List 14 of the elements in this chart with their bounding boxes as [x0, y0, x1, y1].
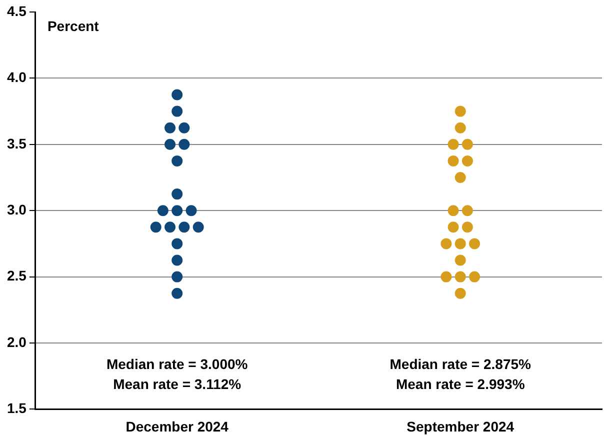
y-tick-label: 2.5: [6, 268, 27, 284]
y-tick-label: 4.5: [6, 2, 27, 19]
annotation: Median rate = 3.000%: [106, 356, 248, 372]
y-tick-label: 3.0: [6, 201, 27, 218]
y-axis-title: Percent: [47, 18, 100, 34]
y-tick-label: 3.5: [6, 135, 27, 152]
annotation: Mean rate = 2.993%: [396, 376, 526, 392]
annotation: Median rate = 2.875%: [390, 356, 532, 372]
annotation: Mean rate = 3.112%: [113, 376, 242, 392]
x-tick-label: December 2024: [126, 418, 229, 434]
y-tick-label: 1.5: [6, 400, 27, 416]
y-tick-label: 2.0: [6, 334, 27, 350]
y-tick-label: 4.0: [6, 69, 27, 86]
x-tick-label: September 2024: [406, 418, 514, 434]
